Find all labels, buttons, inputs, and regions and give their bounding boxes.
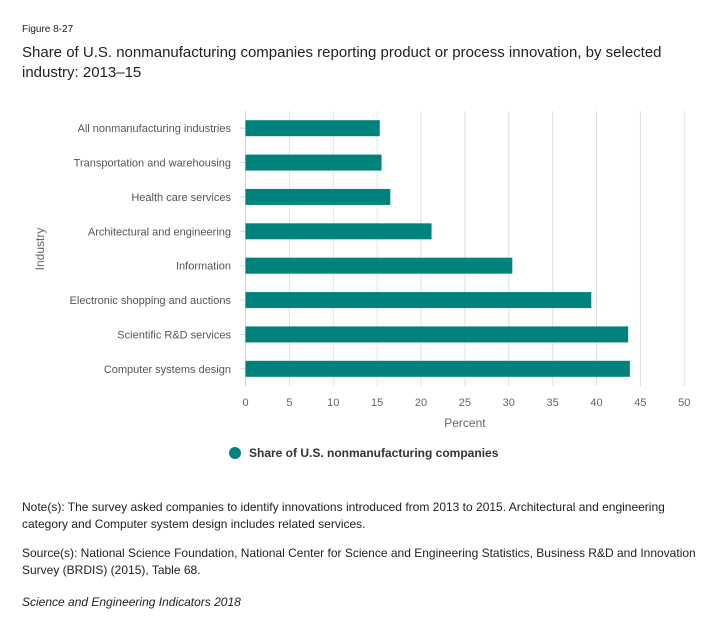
x-tick-label: 25	[459, 397, 471, 409]
y-axis-label: Industry	[33, 228, 47, 271]
bar	[245, 154, 382, 171]
x-tick-label: 20	[415, 397, 427, 409]
x-tick-label: 0	[242, 397, 248, 409]
x-tick-label: 10	[327, 397, 339, 409]
x-tick-label: 30	[503, 397, 515, 409]
x-tick-label: 5	[286, 397, 292, 409]
x-tick-label: 35	[547, 397, 559, 409]
category-label: All nonmanufacturing industries	[78, 123, 232, 135]
bar	[245, 360, 630, 377]
category-label: Transportation and warehousing	[74, 158, 231, 170]
legend-marker	[229, 447, 241, 459]
publication: Science and Engineering Indicators 2018	[22, 595, 241, 609]
legend[interactable]: Share of U.S. nonmanufacturing companies	[229, 446, 498, 460]
bar	[245, 326, 629, 343]
bar	[245, 120, 380, 137]
source: Source(s): National Science Foundation, …	[22, 546, 696, 577]
x-tick-label: 15	[371, 397, 383, 409]
chart-title: Share of U.S. nonmanufacturing companies…	[22, 44, 662, 81]
category-label: Scientific R&D services	[117, 329, 231, 341]
category-label: Computer systems design	[104, 364, 231, 376]
bar-chart: 0 5 10 15 20 25 30 35 40 45 50 All nonmanufacturing…	[33, 111, 690, 430]
legend-label: Share of U.S. nonmanufacturing companies	[249, 446, 499, 460]
x-tick-label: 40	[590, 397, 602, 409]
bar	[245, 257, 513, 274]
figure-label: Figure 8-27	[22, 24, 74, 35]
x-axis-label: Percent	[444, 416, 486, 430]
category-label: Electronic shopping and auctions	[70, 295, 232, 307]
category-label: Information	[176, 261, 231, 273]
bar	[245, 188, 391, 205]
bar	[245, 292, 592, 309]
category-label: Health care services	[131, 192, 231, 204]
bar	[245, 223, 432, 240]
note: Note(s): The survey asked companies to i…	[22, 500, 665, 531]
category-label: Architectural and engineering	[88, 226, 231, 238]
x-tick-label: 50	[678, 397, 690, 409]
x-tick-label: 45	[634, 397, 646, 409]
